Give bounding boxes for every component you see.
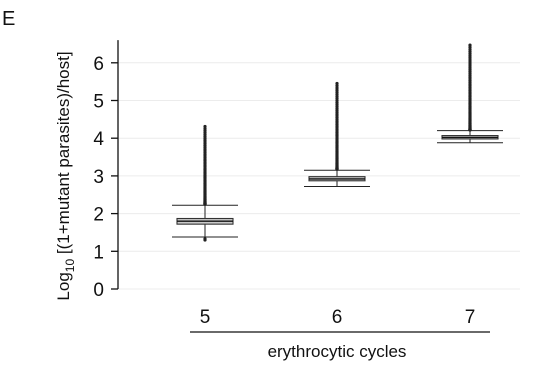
outlier-point — [203, 238, 207, 242]
x-tick-label: 7 — [465, 307, 476, 328]
panel-label: E — [2, 8, 15, 30]
box-6 — [304, 81, 370, 187]
x-tick-label: 6 — [332, 307, 343, 328]
box-7 — [437, 43, 503, 144]
y-tick-label: 0 — [93, 280, 104, 301]
outlier-point — [468, 43, 472, 47]
y-tick-label: 6 — [93, 54, 104, 75]
y-tick-label: 2 — [93, 205, 104, 226]
grid-lines — [118, 62, 520, 290]
y-axis-title-log: Log — [54, 272, 73, 300]
x-axis-title: erythrocytic cycles — [268, 342, 407, 361]
y-tick-label: 3 — [93, 167, 104, 188]
box-5 — [172, 124, 238, 242]
y-axis: 0 1 2 3 4 5 6 — [93, 40, 119, 301]
outlier-point — [335, 86, 339, 90]
y-tick-label: 5 — [93, 92, 104, 113]
x-tick-label: 5 — [200, 307, 211, 328]
outlier-point — [335, 81, 339, 86]
outlier-point — [335, 84, 339, 88]
y-axis-title: Log10 [(1+mutant parasites)/host] — [54, 51, 77, 300]
boxes — [172, 43, 503, 242]
outlier-point — [468, 45, 472, 49]
y-tick-label: 1 — [93, 242, 104, 263]
y-axis-title-rest: [(1+mutant parasites)/host] — [54, 51, 73, 258]
outlier-point — [203, 124, 207, 129]
y-axis-title-subscript: 10 — [63, 259, 77, 273]
y-tick-label: 4 — [93, 129, 104, 150]
x-axis: erythrocytic cycles 5 6 7 — [190, 307, 490, 361]
